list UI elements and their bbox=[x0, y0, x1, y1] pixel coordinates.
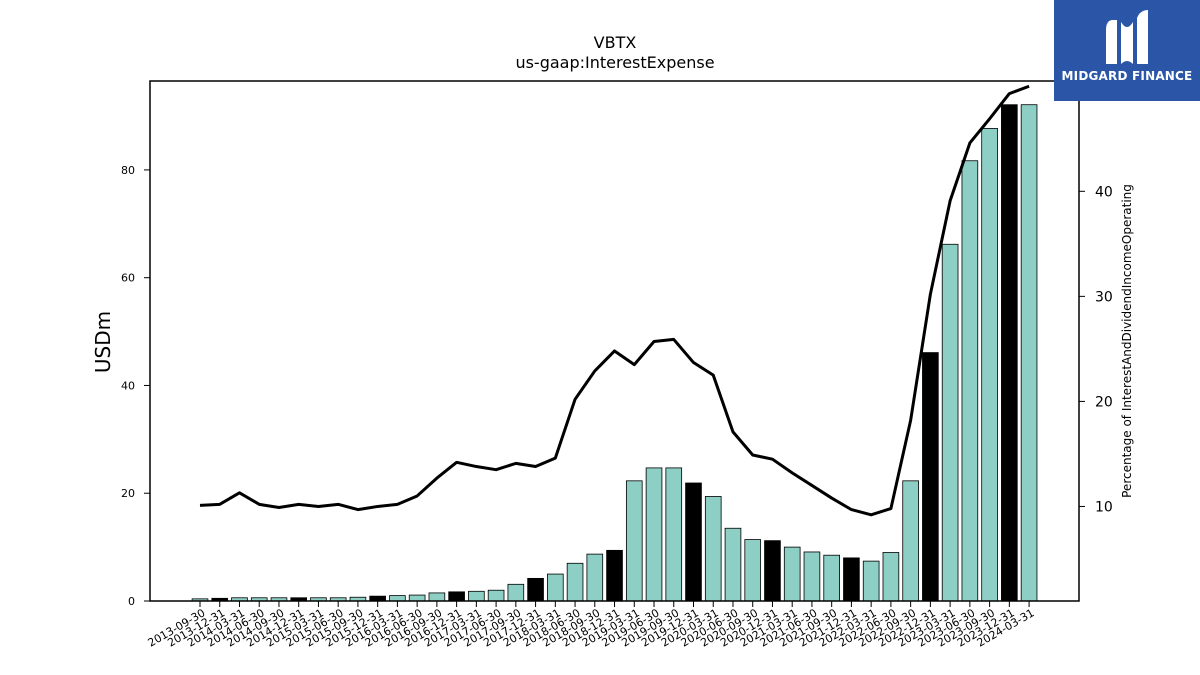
y2-tick-label: 20 bbox=[1095, 394, 1113, 410]
bar-2021-03-31 bbox=[783, 546, 801, 602]
bar-2017-09-30 bbox=[507, 583, 525, 602]
bar-2022-12-31 bbox=[922, 352, 939, 602]
y-tick-label: 60 bbox=[121, 272, 135, 285]
brand-logo: MIDGARD FINANCE bbox=[1054, 0, 1200, 101]
bar-2019-03-31 bbox=[625, 480, 643, 602]
bar-2018-03-31 bbox=[547, 573, 564, 602]
bar-2022-03-31 bbox=[862, 560, 880, 602]
bar-2020-03-31 bbox=[704, 496, 722, 602]
y-axis-label: USDm bbox=[91, 311, 115, 373]
x-axis: 2013-09-302013-12-312014-03-312014-06-30… bbox=[146, 601, 1037, 650]
chart-title: VBTX bbox=[594, 33, 637, 52]
percentage-line bbox=[199, 84, 1030, 517]
bar-2018-09-30 bbox=[586, 553, 604, 602]
bar-series bbox=[191, 104, 1038, 602]
brand-name: MIDGARD FINANCE bbox=[1061, 69, 1193, 83]
bar-2020-06-30 bbox=[724, 527, 742, 602]
bar-2024-03-31 bbox=[1020, 104, 1038, 602]
bar-2016-03-31 bbox=[389, 595, 406, 602]
y2-tick-label: 10 bbox=[1095, 499, 1113, 515]
plot-frame bbox=[149, 80, 1080, 602]
bar-2021-12-31 bbox=[843, 557, 860, 602]
bar-2018-12-31 bbox=[606, 549, 623, 602]
y-tick-label: 20 bbox=[121, 487, 135, 500]
line-series bbox=[199, 84, 1030, 517]
bar-2019-12-31 bbox=[685, 482, 702, 602]
y-tick-label: 0 bbox=[128, 595, 135, 608]
bar-2019-09-30 bbox=[665, 467, 683, 602]
bar-2017-06-30 bbox=[487, 589, 505, 602]
bar-2021-06-30 bbox=[803, 551, 821, 602]
left-axis: 0 20 40 60 80 bbox=[121, 164, 150, 608]
bar-2023-12-31 bbox=[1001, 104, 1018, 602]
y-tick-label: 40 bbox=[121, 379, 135, 392]
y2-tick-label: 40 bbox=[1095, 184, 1113, 200]
bar-2023-06-30 bbox=[961, 160, 979, 602]
bar-2020-09-30 bbox=[744, 539, 762, 602]
y2-tick-label: 30 bbox=[1095, 289, 1113, 305]
chart-subtitle: us-gaap:InterestExpense bbox=[515, 53, 714, 72]
bar-2016-12-31 bbox=[448, 591, 465, 602]
bar-2022-06-30 bbox=[882, 552, 900, 602]
y2-axis-label: Percentage of InterestAndDividendIncomeO… bbox=[1120, 184, 1134, 498]
right-axis: 1020304050 bbox=[1079, 79, 1113, 515]
bar-2016-06-30 bbox=[408, 594, 426, 602]
bar-2023-03-31 bbox=[941, 243, 959, 602]
bar-2017-12-31 bbox=[527, 577, 544, 602]
y-tick-label: 80 bbox=[121, 164, 135, 177]
bar-2021-09-30 bbox=[823, 554, 840, 602]
bar-2023-09-30 bbox=[981, 128, 998, 602]
midgard-m-logo-icon bbox=[1106, 10, 1148, 64]
bar-2018-06-30 bbox=[566, 562, 584, 602]
bar-2017-03-31 bbox=[468, 590, 485, 602]
bar-2020-12-31 bbox=[764, 540, 781, 602]
bar-2022-09-30 bbox=[902, 480, 919, 602]
bar-2016-09-30 bbox=[428, 592, 446, 602]
bar-2019-06-30 bbox=[645, 467, 663, 602]
